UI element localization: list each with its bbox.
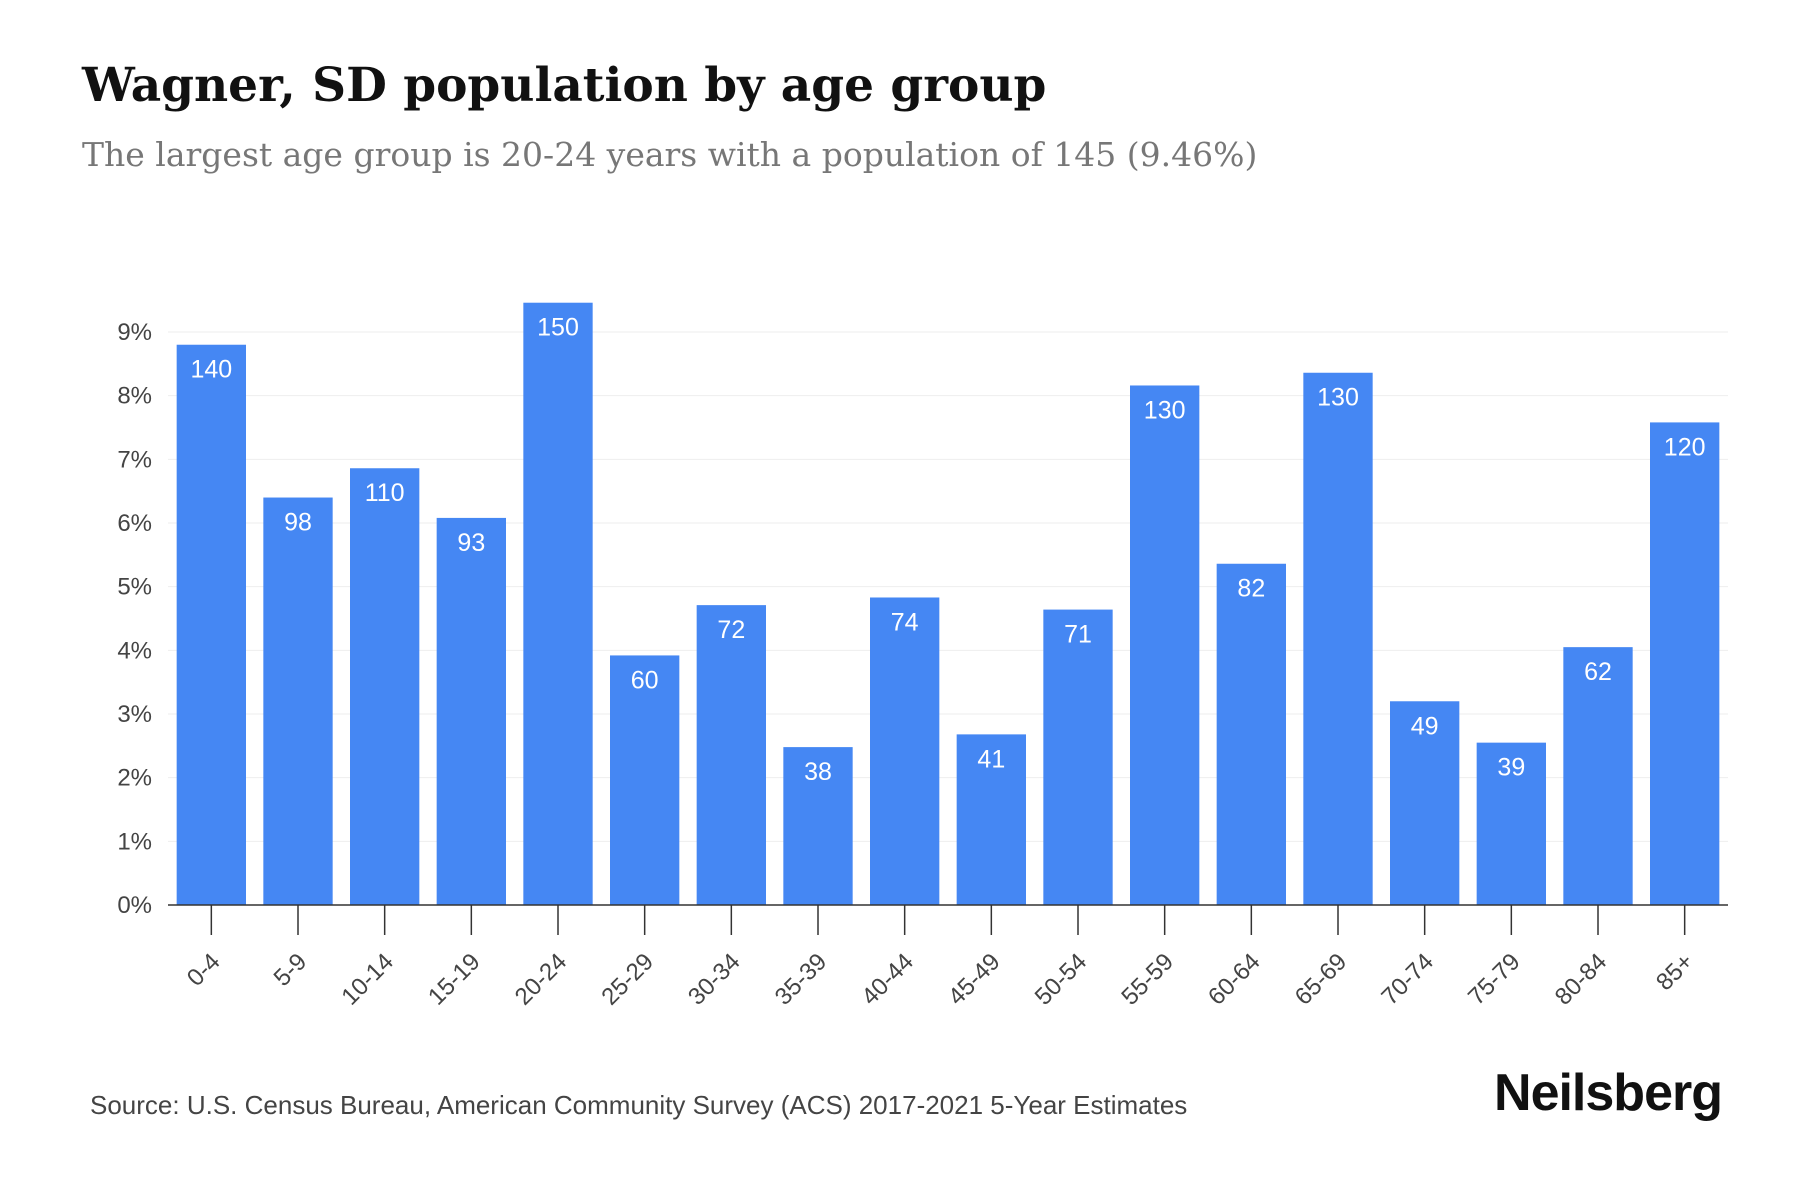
bar-value-label: 110 [365, 479, 405, 507]
bar-40-44 [870, 597, 940, 905]
y-tick-label: 5% [117, 574, 152, 601]
bar-value-label: 140 [190, 356, 232, 384]
bar-value-label: 62 [1584, 658, 1612, 686]
bar-labels: 140 98 110 93 150 60 72 38 74 41 71 130 82 130 49 39 62 1… [190, 314, 1705, 786]
bar-15-19 [436, 517, 506, 905]
x-tick-label: 85+ [1651, 948, 1699, 996]
y-tick-label: 8% [117, 383, 152, 410]
x-tick-label: 80-84 [1550, 948, 1613, 1011]
bar-50-54 [1043, 609, 1113, 905]
bars [176, 302, 1720, 906]
bar-value-label: 72 [717, 616, 745, 644]
y-tick-label: 7% [117, 446, 152, 473]
x-tick-label: 60-64 [1203, 948, 1266, 1011]
bar-value-label: 38 [804, 758, 832, 786]
x-tick-label: 15-19 [423, 948, 486, 1011]
bar-0-4 [176, 344, 246, 905]
y-tick-label: 2% [117, 765, 152, 792]
bar-value-label: 82 [1237, 575, 1265, 603]
bar-value-label: 60 [631, 666, 659, 694]
bar-chart: 0% 1% 2% 3% 4% 5% 6% 7% 8% 9% 140 98 110 93 150 60 72 38… [117, 302, 1728, 1011]
bar-10-14 [350, 468, 420, 905]
y-tick-label: 1% [117, 828, 152, 855]
x-tick-label: 10-14 [336, 948, 399, 1011]
y-tick-label: 9% [117, 319, 152, 346]
bar-value-label: 49 [1411, 712, 1439, 740]
x-tick-label: 70-74 [1376, 948, 1439, 1011]
bar-20-24 [523, 302, 593, 905]
bar-85+ [1650, 422, 1720, 905]
x-tick-label: 35-39 [770, 948, 833, 1011]
bar-value-label: 39 [1497, 754, 1525, 782]
bar-75-79 [1476, 742, 1546, 905]
bar-value-label: 120 [1664, 433, 1706, 461]
x-tick-label: 55-59 [1116, 948, 1179, 1011]
chart-title: Wagner, SD population by age group [82, 58, 1047, 113]
bar-25-29 [610, 655, 680, 905]
bar-70-74 [1390, 701, 1460, 905]
x-axis: 0-4 5-9 10-14 15-19 20-24 25-29 30-34 35-39 40-4… [168, 904, 1728, 1011]
bar-value-label: 93 [457, 529, 485, 557]
chart-subtitle: The largest age group is 20-24 years wit… [82, 135, 1258, 174]
bar-value-label: 130 [1317, 384, 1359, 412]
bar-value-label: 98 [284, 509, 312, 537]
x-tick-label: 30-34 [683, 948, 746, 1011]
bar-value-label: 71 [1064, 621, 1092, 649]
gridlines [168, 331, 1728, 842]
bar-value-label: 150 [537, 314, 579, 342]
bar-55-59 [1130, 385, 1200, 906]
bar-65-69 [1303, 372, 1373, 905]
brand-logo: Neilsberg [1494, 1064, 1723, 1122]
x-tick-label: 0-4 [182, 948, 226, 992]
source-note: Source: U.S. Census Bureau, American Com… [90, 1090, 1188, 1120]
bar-35-39 [783, 747, 853, 905]
y-tick-label: 6% [117, 510, 152, 537]
bar-60-64 [1216, 563, 1286, 905]
x-tick-label: 50-54 [1030, 948, 1093, 1011]
bar-value-label: 41 [977, 745, 1005, 773]
bar-45-49 [956, 734, 1026, 905]
x-tick-label: 5-9 [269, 948, 313, 992]
x-tick-label: 65-69 [1290, 948, 1353, 1011]
bar-value-label: 130 [1144, 396, 1186, 424]
x-tick-label: 20-24 [510, 948, 573, 1011]
bar-value-label: 74 [891, 608, 919, 636]
x-tick-label: 25-29 [596, 948, 659, 1011]
y-tick-label: 4% [117, 637, 152, 664]
bar-30-34 [696, 605, 766, 905]
x-tick-label: 75-79 [1463, 948, 1526, 1011]
bar-5-9 [263, 497, 333, 905]
y-tick-label: 3% [117, 701, 152, 728]
bar-80-84 [1563, 647, 1633, 905]
y-axis-ticks: 0% 1% 2% 3% 4% 5% 6% 7% 8% 9% [117, 319, 152, 919]
x-tick-label: 40-44 [856, 948, 919, 1011]
y-tick-label: 0% [117, 892, 152, 919]
x-tick-label: 45-49 [943, 948, 1006, 1011]
